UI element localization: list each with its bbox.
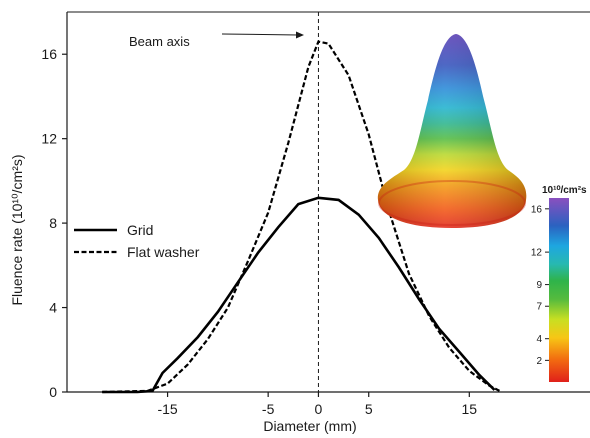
colorbar-tick-label: 7 (536, 302, 542, 313)
colorbar-tick-label: 4 (536, 334, 542, 345)
y-tick-label: 4 (49, 300, 57, 316)
y-tick-label: 8 (49, 215, 57, 231)
colorbar: 10¹⁰/cm²s 2 4 7 9 12 16 (531, 185, 587, 382)
y-tick-label: 12 (41, 131, 57, 147)
y-axis-title: Fluence rate (10¹⁰/cm²s) (9, 154, 25, 305)
x-tick-label: -5 (262, 401, 275, 417)
colorbar-tick-label: 16 (531, 204, 543, 215)
beam-axis-arrow (221, 33, 299, 36)
colorbar-gradient (549, 198, 569, 382)
beam-axis-arrowhead (296, 31, 304, 39)
inset-cone-shading (377, 34, 527, 228)
inset-3d-surface (377, 34, 527, 228)
legend-label-grid: Grid (127, 222, 153, 238)
y-tick-label: 0 (49, 384, 57, 400)
x-tick-label: 0 (315, 401, 323, 417)
colorbar-tick-label: 2 (536, 356, 542, 367)
x-tick-label: -15 (157, 401, 177, 417)
x-ticks: -15 -5 0 5 15 (157, 392, 477, 417)
legend: Grid Flat washer (74, 222, 200, 260)
inset-cone-base-rim (378, 180, 526, 226)
legend-label-flat-washer: Flat washer (127, 244, 200, 260)
x-tick-label: 15 (462, 401, 478, 417)
x-axis-title: Diameter (mm) (263, 418, 356, 434)
y-ticks: 0 4 8 12 16 (41, 46, 67, 400)
beam-axis-label: Beam axis (129, 34, 190, 49)
colorbar-ticks: 2 4 7 9 12 16 (531, 204, 549, 367)
colorbar-tick-label: 12 (531, 248, 543, 259)
axes (66, 11, 590, 393)
series-grid-line (102, 196, 496, 394)
colorbar-title: 10¹⁰/cm²s (542, 185, 587, 196)
x-tick-label: 5 (365, 401, 373, 417)
y-tick-label: 16 (41, 46, 57, 62)
series-flat-washer-line (102, 40, 501, 394)
colorbar-tick-label: 9 (536, 280, 542, 291)
beam-axis-annotation: Beam axis (129, 31, 304, 49)
